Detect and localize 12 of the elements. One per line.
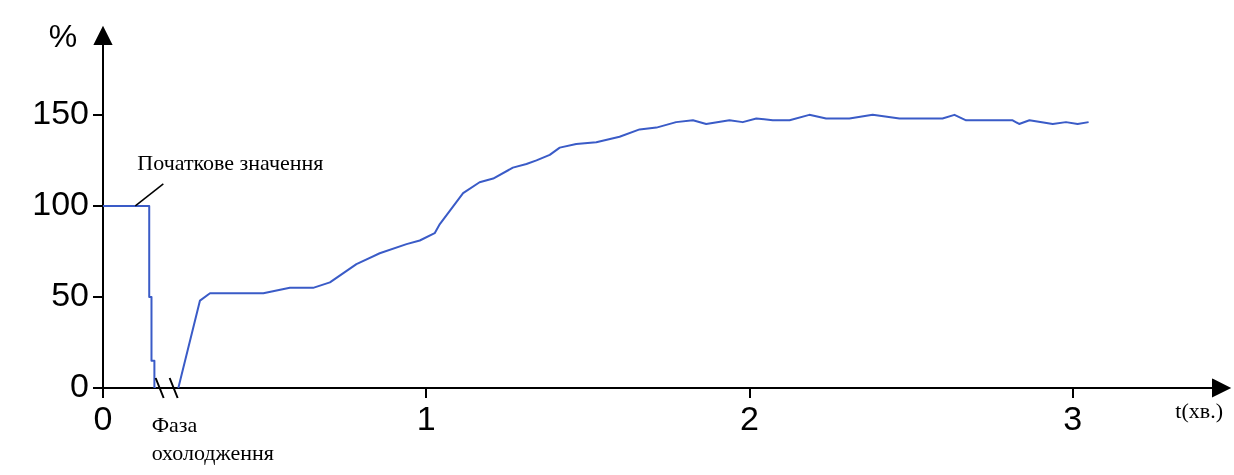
y-tick-label: 100: [32, 184, 89, 223]
y-tick-label: 50: [51, 275, 89, 314]
x-tick-label: 3: [1063, 398, 1083, 437]
y-tick-label: 0: [70, 366, 89, 405]
annotation: Початкове значення: [137, 149, 324, 175]
x-axis-title: t(хв.): [1175, 397, 1223, 423]
text: Фаза охолодження: [151, 411, 274, 465]
x-tick-label: 1: [416, 398, 436, 437]
x-tick-label: 2: [740, 398, 759, 437]
y-tick-label: 150: [32, 93, 89, 132]
x-tick-label: 0: [93, 398, 113, 437]
y-axis-title: %: [48, 17, 78, 54]
